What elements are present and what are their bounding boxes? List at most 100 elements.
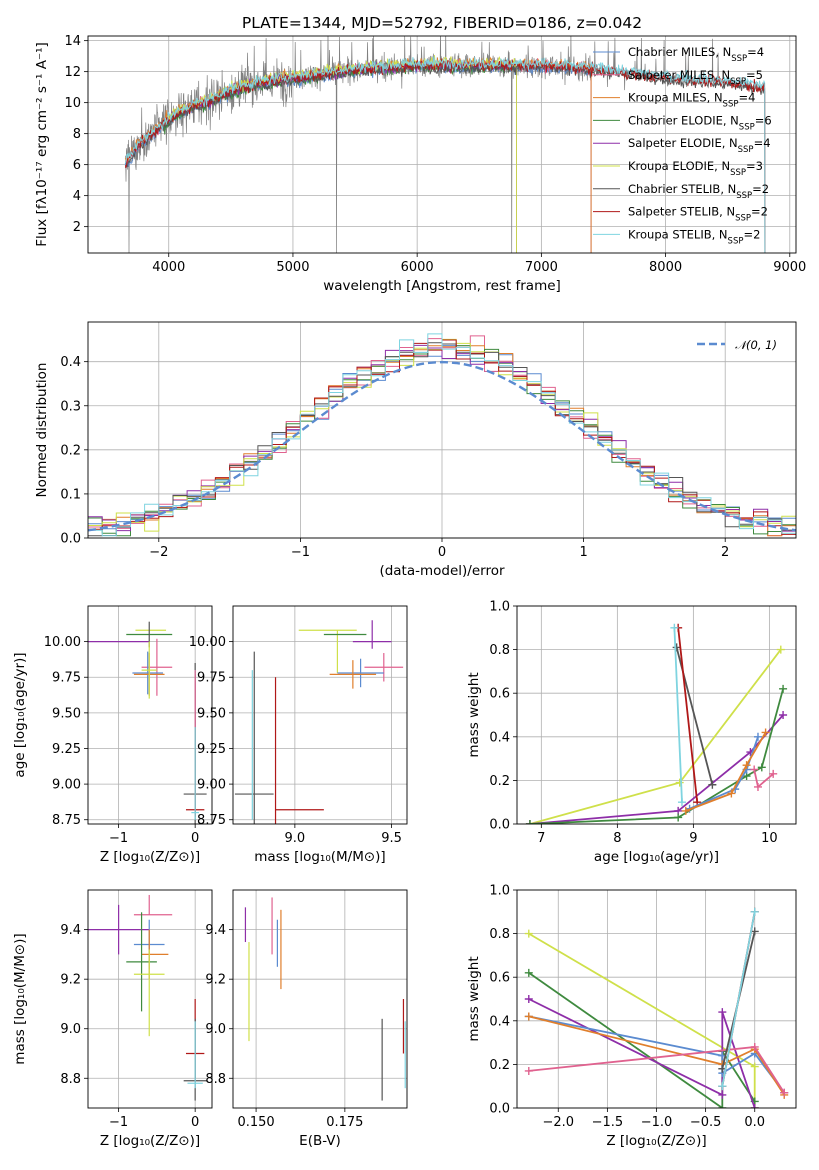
x-tick-label: 0.175 bbox=[326, 1115, 363, 1130]
axes-frame bbox=[516, 605, 797, 825]
plot-area bbox=[234, 620, 404, 824]
mass-weight-line-salpeter-miles bbox=[753, 769, 774, 789]
plot-area bbox=[124, 36, 766, 253]
mass-weight-marker bbox=[779, 711, 788, 719]
mass-weight-line-kroupa-stelib bbox=[721, 911, 756, 1087]
axes-layer: 4000 5000 6000 7000 8000 90002468101214wavele… bbox=[12, 34, 806, 1149]
y-tick-label: 0.0 bbox=[489, 1102, 510, 1117]
y-tick-label: 0.2 bbox=[489, 1058, 510, 1073]
x-tick-label: 2 bbox=[721, 545, 729, 560]
y-axis-label: mass [log₁₀(M/M⊙)] bbox=[12, 933, 28, 1064]
mass-weight-line-chabrier-elodie bbox=[528, 972, 756, 1108]
mass-weight-marker bbox=[769, 769, 778, 778]
y-tick-label: 10.00 bbox=[44, 635, 81, 650]
error-bar-point bbox=[88, 904, 150, 955]
y-tick-label: 9.4 bbox=[205, 923, 226, 938]
ticks: −2 −1 0 1 2 0.0 0.1 0.2 0.3 0.4 bbox=[60, 355, 729, 560]
x-tick-label: −2 bbox=[149, 545, 168, 560]
x-tick-label: 8 bbox=[613, 831, 621, 846]
y-tick-label: 9.00 bbox=[52, 778, 81, 793]
x-tick-label: 0.150 bbox=[237, 1115, 274, 1130]
mass-weight-line-salpeter-elodie bbox=[528, 998, 756, 1108]
x-axis-label: E(B-V) bbox=[299, 1133, 341, 1149]
x-tick-label: −1 bbox=[109, 831, 128, 846]
error-bar-point bbox=[141, 641, 157, 699]
mass-weight-marker bbox=[761, 728, 770, 737]
error-bar-point bbox=[132, 651, 164, 695]
plot-area bbox=[244, 897, 406, 1101]
ticks: −1 0 8.75 9.00 9.25 9.50 9.75 10.00 bbox=[44, 635, 200, 846]
y-axis-label: mass weight bbox=[466, 956, 482, 1041]
y-tick-label: 9.0 bbox=[205, 1022, 226, 1037]
y-tick-label: 9.75 bbox=[52, 671, 81, 686]
y-tick-label: 9.0 bbox=[60, 1022, 81, 1037]
plot-area bbox=[525, 623, 788, 824]
axes-frame bbox=[232, 605, 408, 825]
legend-entry: Salpeter STELIB, NSSP=2 bbox=[628, 205, 768, 224]
ticks: 9.0 9.5 8.75 9.00 9.25 9.50 9.75 10.00 bbox=[189, 635, 402, 846]
y-tick-label: 8.8 bbox=[205, 1072, 226, 1087]
y-tick-label: 6 bbox=[73, 158, 81, 173]
mass-weight-marker bbox=[753, 782, 762, 791]
axes-frame bbox=[516, 889, 797, 1109]
mass-weight-marker bbox=[779, 684, 788, 693]
normal-distribution-curve bbox=[88, 360, 796, 532]
mass-weight-marker bbox=[718, 1104, 727, 1108]
error-bar-point bbox=[274, 677, 324, 824]
x-axis-label: Z [log₁₀(Z/Z⊙)] bbox=[100, 1133, 200, 1149]
legend-entry: Kroupa STELIB, NSSP=2 bbox=[628, 227, 760, 246]
axes-frame bbox=[87, 889, 213, 1109]
y-tick-label: 4 bbox=[73, 189, 81, 204]
model-spectrum-kroupa-miles bbox=[124, 56, 592, 253]
legend-entry: Kroupa MILES, NSSP=4 bbox=[628, 91, 755, 110]
panel-mass-weight-vs-age: 7 8 9 10 0.0 0.2 0.4 0.6 0.8 1.0 age [log₁₀(age/yr… bbox=[466, 600, 797, 865]
y-tick-label: 9.75 bbox=[197, 671, 226, 686]
mass-weight-marker bbox=[524, 1012, 533, 1021]
y-tick-label: 0.2 bbox=[489, 774, 510, 789]
grid bbox=[517, 605, 796, 825]
y-tick-label: 8.75 bbox=[197, 813, 226, 828]
y-tick-label: 14 bbox=[64, 34, 81, 49]
plot-area bbox=[88, 894, 207, 1101]
model-spectrum-salpeter-stelib bbox=[124, 58, 766, 253]
grid bbox=[88, 606, 212, 824]
y-tick-label: 0.0 bbox=[60, 532, 81, 547]
y-tick-label: 9.2 bbox=[205, 973, 226, 988]
y-tick-label: 8 bbox=[73, 127, 81, 142]
error-bar-point bbox=[126, 912, 157, 1012]
panel-mass-vs-Z: −1 0 8.8 9.0 9.2 9.4 Z [log₁₀(Z/Z⊙)] mass [log₁… bbox=[12, 889, 213, 1149]
mass-weight-line-kroupa-miles bbox=[685, 731, 767, 812]
mass-weight-marker bbox=[753, 732, 762, 741]
x-tick-label: 1 bbox=[579, 545, 587, 560]
legend-entry: Salpeter MILES, NSSP=5 bbox=[628, 68, 763, 87]
y-axis-label: mass weight bbox=[466, 672, 482, 757]
axes-frame bbox=[87, 605, 213, 825]
mass-weight-marker bbox=[672, 643, 681, 652]
legend-entry: Chabrier STELIB, NSSP=2 bbox=[628, 182, 769, 201]
mass-weight-marker bbox=[742, 761, 751, 770]
x-tick-label: 8000 bbox=[649, 260, 682, 275]
grid bbox=[88, 890, 212, 1108]
mass-weight-marker bbox=[718, 1008, 727, 1017]
mass-weight-marker bbox=[750, 1042, 759, 1051]
y-tick-label: 8.75 bbox=[52, 813, 81, 828]
y-tick-label: 0.4 bbox=[60, 355, 81, 370]
error-bar-point bbox=[298, 629, 357, 673]
mass-weight-line-salpeter-stelib bbox=[677, 627, 699, 803]
figure-title: PLATE=1344, MJD=52792, FIBERID=0186, z=0… bbox=[242, 14, 642, 32]
y-tick-label: 9.00 bbox=[197, 778, 226, 793]
error-bar-point bbox=[187, 1021, 203, 1089]
error-bar-point bbox=[133, 949, 165, 1037]
y-tick-label: 0.4 bbox=[489, 1014, 510, 1029]
mass-weight-marker bbox=[708, 780, 717, 789]
x-axis-label: (data-model)/error bbox=[379, 563, 505, 579]
mass-weight-marker bbox=[750, 927, 759, 936]
mass-weight-marker bbox=[727, 789, 736, 798]
y-tick-label: 0.6 bbox=[489, 687, 510, 702]
panel-age-vs-mass: 9.0 9.5 8.75 9.00 9.25 9.50 9.75 10.00 mass [log… bbox=[189, 605, 408, 865]
panel-age-vs-Z: −1 0 8.75 9.00 9.25 9.50 9.75 10.00 Z [log₁₀(Z/Z… bbox=[12, 605, 213, 865]
model-spectrum-salpeter-elodie bbox=[162, 59, 517, 253]
error-bar-point bbox=[364, 653, 404, 682]
x-tick-label: 9.5 bbox=[381, 831, 402, 846]
x-tick-label: 0 bbox=[438, 545, 446, 560]
